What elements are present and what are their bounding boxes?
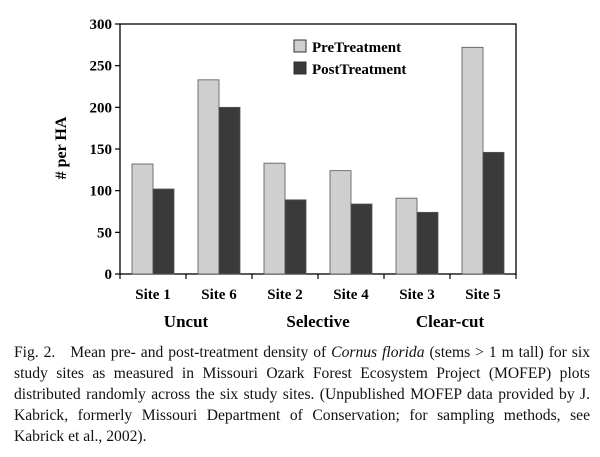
legend-swatch [293,39,307,53]
bar-posttreatment [152,188,175,275]
figure-number: Fig. 2. [14,344,56,361]
bar-posttreatment [350,203,373,275]
caption-species-name: Cornus florida [331,344,425,361]
x-group-label: Uncut [164,312,209,331]
legend-swatch [293,61,307,75]
x-category-label: Site 2 [267,287,302,303]
x-category-label: Site 5 [465,287,500,303]
caption-text-start: Mean pre- and post-treatment density of [70,344,327,361]
legend-label: PreTreatment [312,40,401,56]
y-tick-label: 0 [105,267,113,283]
y-tick-label: 150 [90,142,113,158]
y-tick-label: 50 [97,225,112,241]
bar-pretreatment [197,79,220,275]
bar-pretreatment [131,163,154,275]
y-tick-label: 250 [90,59,113,75]
x-category-label: Site 6 [201,287,237,303]
x-group-label: Selective [286,312,350,331]
bar-posttreatment [218,106,241,275]
y-axis-label: # per HA [53,116,70,179]
bar-chart: 0 50 100 150 200 250 300 Site 1 Site 6 Site 2 Site… [53,17,517,331]
y-tick-label: 200 [90,100,113,116]
figure-caption: Fig. 2. Mean pre- and post-treatment den… [14,342,590,447]
x-category-label: Site 1 [135,287,170,303]
plot-area: 0 50 100 150 200 250 300 Site 1 Site 6 Site 2 Site… [90,17,517,331]
bar-posttreatment [482,151,505,275]
caption-text-end: (stems > 1 m tall) for six study sites a… [14,344,591,445]
bar-pretreatment [329,170,352,275]
x-category-label: Site 3 [399,287,434,303]
x-group-label: Clear-cut [416,312,485,331]
x-category-label: Site 4 [333,287,369,303]
bar-pretreatment [395,197,418,275]
bar-posttreatment [284,199,307,275]
legend-label: PostTreatment [312,62,406,78]
y-tick-label: 300 [90,17,113,33]
bar-pretreatment [263,162,286,275]
bar-posttreatment [416,211,439,275]
y-tick-label: 100 [90,184,113,200]
bar-pretreatment [461,46,484,275]
